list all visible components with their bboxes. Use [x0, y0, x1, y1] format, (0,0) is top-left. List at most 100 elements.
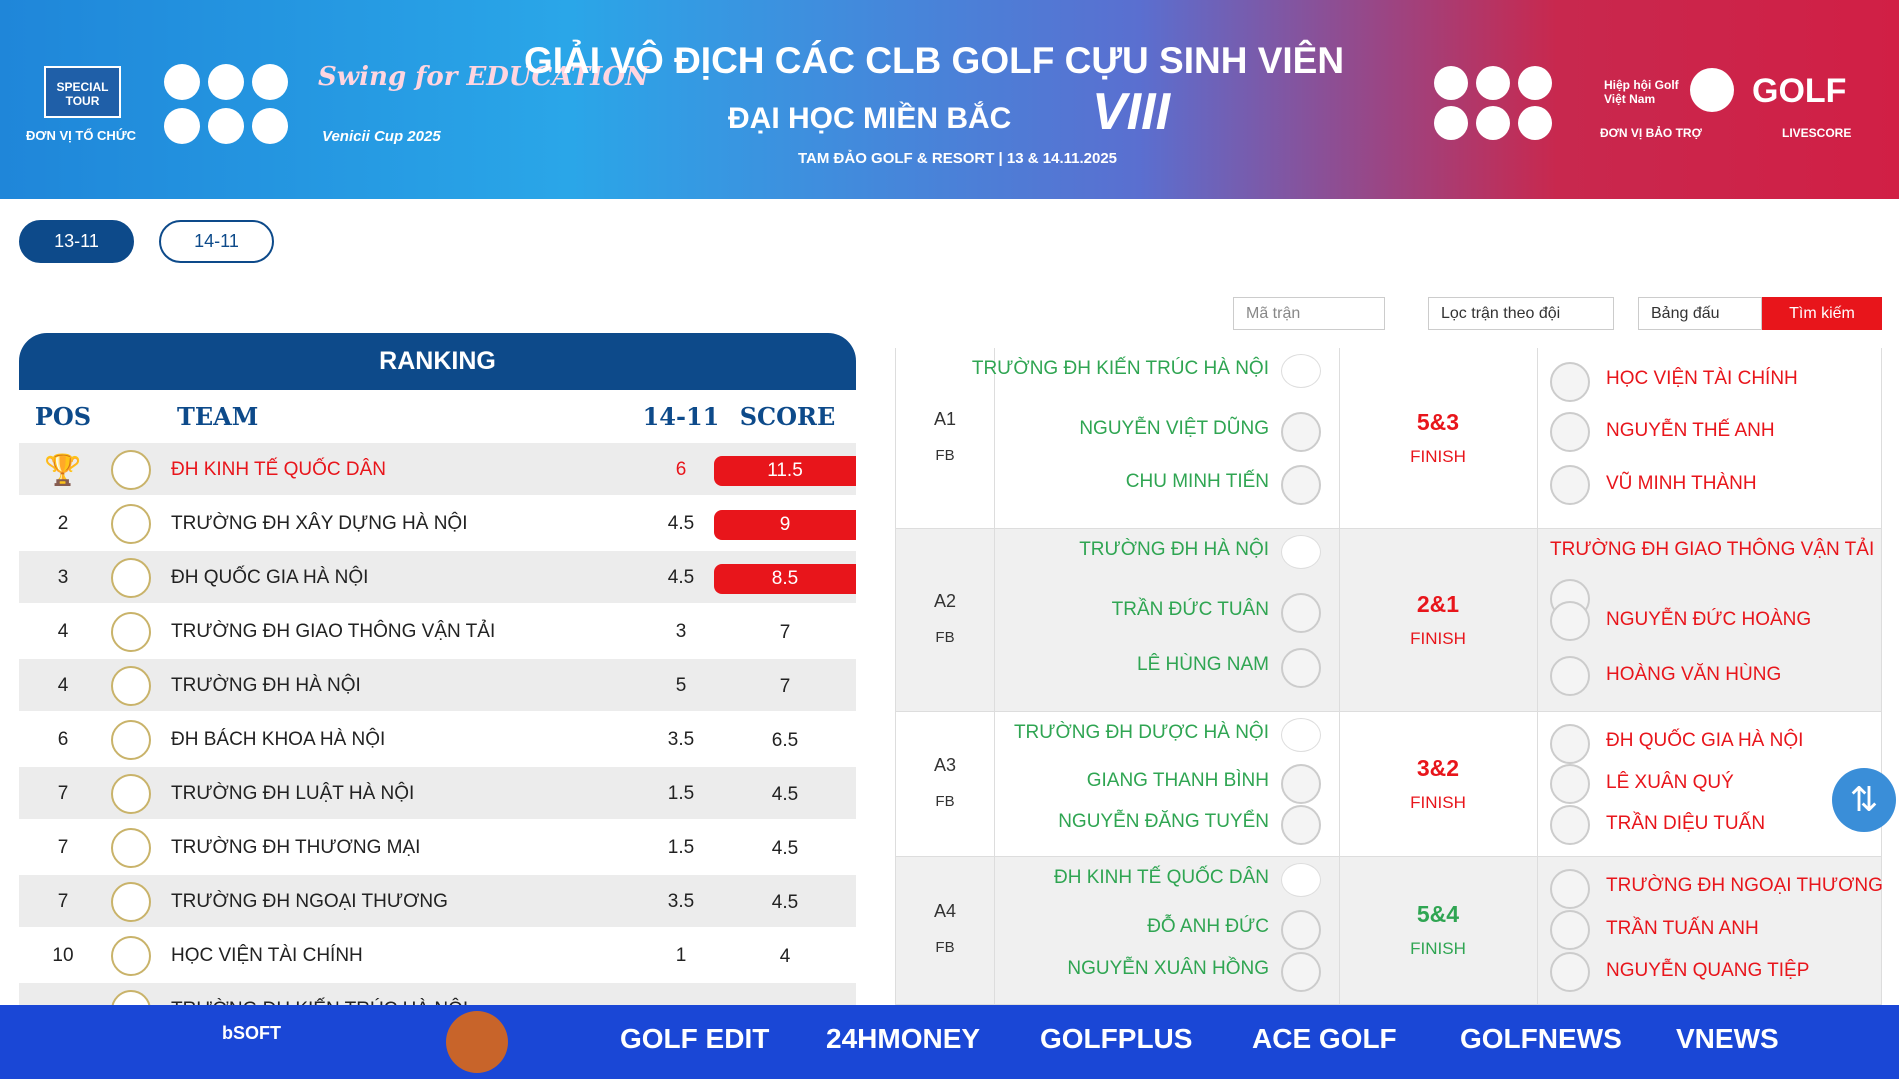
player-avatar [1550, 952, 1590, 993]
search-button[interactable]: Tìm kiếm [1762, 297, 1882, 330]
ranking-row: 🏆 ĐH KINH TẾ QUỐC DÂN 6 11.5 [19, 443, 856, 497]
team-name: HỌC VIỆN TÀI CHÍNH [171, 945, 363, 966]
player-avatar [1281, 952, 1321, 993]
right-team-logo [1550, 869, 1590, 910]
position: 3 [57, 567, 69, 588]
sponsor: GOLFPLUS [1040, 1023, 1193, 1054]
round-points: 5 [675, 675, 687, 696]
player-avatar [1281, 909, 1321, 950]
ranking-row: 4 TRƯỜNG ĐH HÀ NỘI 5 7 [19, 659, 856, 713]
ranking-row: 10 HỌC VIỆN TÀI CHÍNH 1 4 [19, 929, 856, 983]
divider [1537, 529, 1538, 711]
ranking-row: 7 TRƯỜNG ĐH THƯƠNG MẠI 1.5 4.5 [19, 821, 856, 875]
position: 4 [57, 675, 69, 696]
sponsor: ACE GOLF [1252, 1023, 1397, 1054]
round-points: 6 [675, 459, 687, 480]
player-avatar [1281, 411, 1321, 452]
match-format: FB [935, 792, 955, 810]
match-code-input[interactable]: Mã trận [1233, 297, 1385, 330]
match-row: A4 FB ĐH KINH TẾ QUỐC DÂN ĐỖ ANH ĐỨC NGUYỄN … [896, 857, 1882, 1005]
score: 7 [779, 622, 791, 643]
round-points: 3.5 [667, 729, 695, 750]
edition: VIII [1092, 83, 1171, 141]
date-tab[interactable]: 14-11 [159, 220, 274, 263]
team-name: TRƯỜNG ĐH THƯƠNG MẠI [171, 837, 421, 858]
player-avatar [1281, 465, 1321, 506]
match-list: A1 FB TRƯỜNG ĐH KIẾN TRÚC HÀ NỘI NGUYỄN VIỆ… [895, 348, 1882, 1005]
team-filter-select[interactable]: Lọc trận theo đội [1428, 297, 1614, 330]
position: 7 [57, 783, 69, 804]
divider [1339, 712, 1340, 856]
left-player: ĐỖ ANH ĐỨC [1147, 915, 1269, 937]
patron-logo [1434, 66, 1468, 100]
divider [994, 529, 995, 711]
player-avatar [1281, 647, 1321, 688]
livescore-logo: GOLF [1752, 72, 1847, 110]
position: 7 [57, 891, 69, 912]
right-player: HOÀNG VĂN HÙNG [1606, 663, 1782, 685]
player-avatar [1550, 763, 1590, 804]
match-status: FINISH [1410, 628, 1466, 648]
trophy-icon: 🏆 [44, 453, 82, 487]
left-team-logo [1281, 863, 1321, 897]
patron-logo [1434, 106, 1468, 140]
player-avatar [1281, 763, 1321, 804]
group-select[interactable]: Bảng đấu [1638, 297, 1762, 330]
match-code: A3 [933, 754, 957, 775]
match-status: FINISH [1410, 446, 1466, 466]
player-avatar [1550, 909, 1590, 950]
right-player: TRẦN TUẤN ANH [1606, 917, 1759, 939]
match-status: FINISH [1410, 939, 1466, 958]
divider [994, 857, 995, 1004]
score: 4.5 [771, 892, 799, 913]
score: 4.5 [771, 784, 799, 805]
right-player: TRẦN DIỆU TUẤN [1606, 813, 1766, 835]
organizer-label: ĐƠN VỊ TỔ CHỨC [26, 128, 136, 143]
left-player: NGUYỄN XUÂN HỒNG [1067, 958, 1269, 980]
left-player: NGUYỄN VIỆT DŨNG [1079, 417, 1269, 439]
divider [1537, 857, 1538, 1004]
right-player: NGUYỄN QUANG TIỆP [1606, 960, 1810, 982]
banner: SPECIAL TOUR ĐƠN VỊ TỔ CHỨC Swing for EDUC… [0, 0, 1899, 199]
match-result: 5&3 [1416, 408, 1460, 435]
date-tab[interactable]: 13-11 [19, 220, 134, 263]
team-logo [111, 774, 151, 814]
patron-emblem [1690, 68, 1734, 112]
ranking-title: RANKING [19, 333, 856, 390]
right-player: NGUYỄN THẾ ANH [1606, 419, 1775, 441]
left-team: TRƯỜNG ĐH HÀ NỘI [1079, 539, 1269, 560]
match-status: FINISH [1410, 792, 1466, 812]
match-format: FB [935, 939, 955, 956]
ranking-row: 4 TRƯỜNG ĐH GIAO THÔNG VẬN TẢI 3 7 [19, 605, 856, 659]
ranking-row: 7 TRƯỜNG ĐH NGOẠI THƯƠNG 3.5 4.5 [19, 875, 856, 929]
match-format: FB [935, 446, 955, 464]
partner-logo [252, 64, 288, 100]
player-avatar [1281, 805, 1321, 846]
sponsor: 24HMONEY [826, 1023, 981, 1054]
team-logo [111, 612, 151, 652]
position: 6 [57, 729, 69, 750]
divider [1537, 348, 1538, 528]
match-code: A4 [933, 901, 957, 921]
livescore-label: LIVESCORE [1782, 126, 1852, 140]
ranking-row: 7 TRƯỜNG ĐH LUẬT HÀ NỘI 1.5 4.5 [19, 767, 856, 821]
ranking-panel: RANKING POS TEAM 14-11 SCORE 🏆 ĐH KINH TẾ QU… [19, 333, 856, 1058]
column-header: POS [34, 402, 92, 431]
divider [1339, 348, 1340, 528]
patron-logo [1518, 66, 1552, 100]
divider [1537, 712, 1538, 856]
team-logo [111, 504, 151, 544]
match-result: 5&4 [1416, 901, 1460, 927]
scroll-toggle[interactable]: ⇅ [1832, 768, 1896, 832]
patron-logo [1476, 66, 1510, 100]
left-team: TRƯỜNG ĐH DƯỢC HÀ NỘI [1013, 722, 1269, 743]
team-logo [111, 882, 151, 922]
position: 10 [52, 945, 74, 966]
team-name: TRƯỜNG ĐH XÂY DỰNG HÀ NỘI [171, 513, 468, 534]
team-logo [111, 936, 151, 976]
player-avatar [1550, 465, 1590, 506]
score: 4 [779, 946, 791, 967]
round-points: 4.5 [667, 513, 695, 534]
score: 9 [714, 510, 856, 540]
